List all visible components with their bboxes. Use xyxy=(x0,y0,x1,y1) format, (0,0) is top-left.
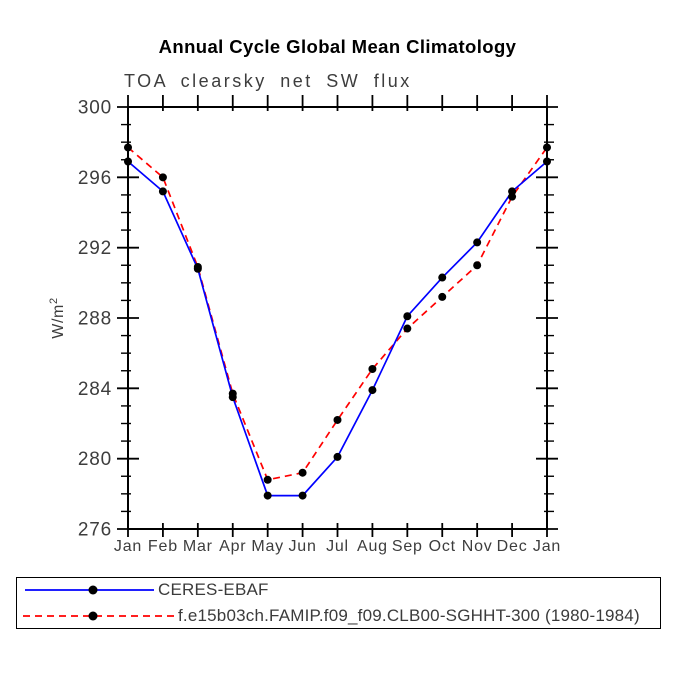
data-point-marker xyxy=(228,389,237,398)
data-point-marker xyxy=(368,386,377,395)
data-point-marker xyxy=(473,238,482,247)
data-point-marker xyxy=(193,263,202,272)
y-tick-label: 296 xyxy=(78,168,112,189)
y-axis-title: W/m2 xyxy=(48,297,67,338)
x-tick-label: Nov xyxy=(462,538,493,555)
data-point-marker xyxy=(438,292,447,301)
x-tick-label: Apr xyxy=(219,538,246,555)
data-point-marker xyxy=(438,273,447,282)
x-tick-label: Jan xyxy=(533,538,561,555)
y-tick-label: 276 xyxy=(78,520,112,541)
x-tick-label: Jul xyxy=(326,538,349,555)
plot-frame xyxy=(127,106,548,530)
legend-item-model: f.e15b03ch.FAMIP.f09_f09.CLB00-SGHHT-300… xyxy=(17,603,660,629)
data-point-marker xyxy=(298,491,307,500)
y-tick-label: 300 xyxy=(78,98,112,119)
series-line xyxy=(127,160,548,497)
legend-marker-1 xyxy=(88,611,98,621)
data-point-marker xyxy=(473,261,482,270)
data-point-marker xyxy=(263,475,272,484)
data-point-marker xyxy=(124,143,132,152)
data-point-marker xyxy=(543,157,551,166)
series-line xyxy=(127,146,548,481)
svg-text:W/m2: W/m2 xyxy=(48,297,67,338)
data-point-marker xyxy=(333,452,342,461)
data-point-marker xyxy=(158,173,167,182)
data-point-marker xyxy=(403,312,412,321)
x-tick-label: Aug xyxy=(357,538,388,555)
x-tick-label: Jun xyxy=(288,538,316,555)
y-tick-label: 292 xyxy=(78,238,112,259)
data-point-marker xyxy=(403,324,412,333)
legend-line-sample-observation xyxy=(25,585,154,595)
data-point-marker xyxy=(543,143,551,152)
x-tick-label: Oct xyxy=(429,538,456,555)
x-tick-label: Feb xyxy=(148,538,178,555)
x-tick-label: Mar xyxy=(183,538,213,555)
y-tick-label: 280 xyxy=(78,449,112,470)
legend-box: CERES-EBAF f.e15b03ch.FAMIP.f09_f09.CLB0… xyxy=(16,577,661,629)
data-point-marker xyxy=(508,192,517,201)
chart-subtitle: TOA clearsky net SW flux xyxy=(124,71,412,91)
legend-marker-0 xyxy=(88,585,98,595)
legend-item-observation: CERES-EBAF xyxy=(17,577,660,603)
legend-label-observation: CERES-EBAF xyxy=(158,580,269,599)
plot-svg: Jan Feb Mar Apr May Jun Jul Aug Sep Oct Nov Dec Jan2… xyxy=(48,95,561,555)
chart-title: Annual Cycle Global Mean Climatology xyxy=(158,36,517,57)
data-point-marker xyxy=(158,187,167,196)
y-tick-label: 288 xyxy=(78,309,112,330)
x-tick-label: Jan xyxy=(114,538,142,555)
data-point-marker xyxy=(333,415,342,424)
data-point-marker xyxy=(263,491,272,500)
legend-label-model: f.e15b03ch.FAMIP.f09_f09.CLB00-SGHHT-300… xyxy=(178,606,640,625)
y-tick-label: 284 xyxy=(78,379,112,400)
data-point-marker xyxy=(124,157,132,166)
data-point-marker xyxy=(298,468,307,477)
x-tick-label: Sep xyxy=(392,538,423,555)
data-point-marker xyxy=(368,364,377,373)
x-tick-label: May xyxy=(251,538,284,555)
legend-line-sample-model xyxy=(23,611,174,621)
x-tick-label: Dec xyxy=(497,538,528,555)
